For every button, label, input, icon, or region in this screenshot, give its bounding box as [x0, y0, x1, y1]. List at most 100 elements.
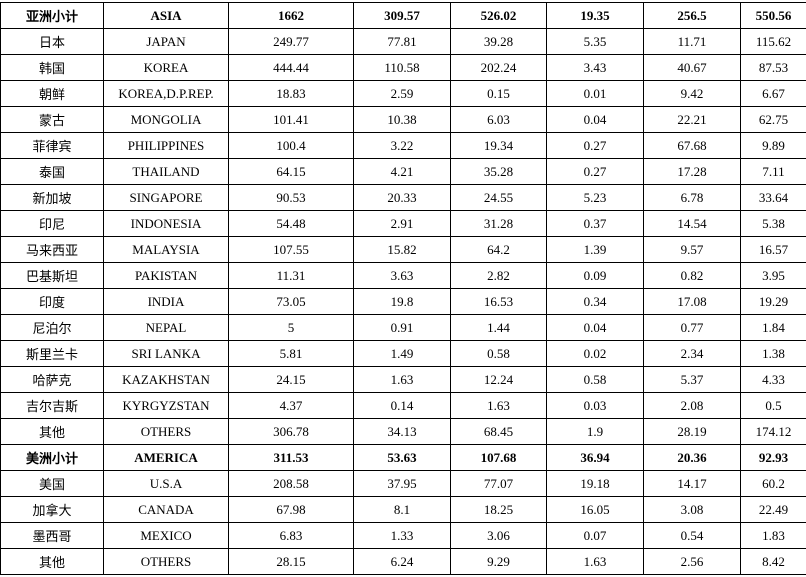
table-cell: 11.71 [643, 28, 741, 55]
table-cell: 4.37 [228, 392, 354, 419]
table-cell: U.S.A [103, 470, 229, 497]
table-cell: 6.83 [228, 522, 354, 549]
table-cell: SRI LANKA [103, 340, 229, 367]
table-cell: 其他 [0, 418, 104, 445]
table-cell: 美洲小计 [0, 444, 104, 471]
table-cell: 4.33 [740, 366, 806, 393]
table-cell: INDONESIA [103, 210, 229, 237]
table-row: 吉尔吉斯 KYRGYZSTAN 4.37 0.14 1.63 0.03 2.08 0.5 [0, 392, 806, 419]
table-cell: 20.33 [353, 184, 451, 211]
table-cell: 87.53 [740, 54, 806, 81]
table-cell: 110.58 [353, 54, 451, 81]
table-cell: MEXICO [103, 522, 229, 549]
table-row: 泰国 THAILAND 64.15 4.21 35.28 0.27 17.28 7.11 [0, 158, 806, 185]
table-cell: 3.06 [450, 522, 547, 549]
table-cell: 107.55 [228, 236, 354, 263]
table-cell: OTHERS [103, 548, 229, 575]
table-row: 加拿大 CANADA 67.98 8.1 18.25 16.05 3.08 22.49 [0, 496, 806, 523]
table-cell: 16.57 [740, 236, 806, 263]
table-cell: 0.04 [546, 314, 644, 341]
table-cell: 67.68 [643, 132, 741, 159]
table-cell: 尼泊尔 [0, 314, 104, 341]
table-cell: 印尼 [0, 210, 104, 237]
table-cell: KOREA,D.P.REP. [103, 80, 229, 107]
table-cell: 5.23 [546, 184, 644, 211]
table-cell: 0.5 [740, 392, 806, 419]
table-row: 印度 INDIA 73.05 19.8 16.53 0.34 17.08 19.29 [0, 288, 806, 315]
table-cell: 8.1 [353, 496, 451, 523]
table-cell: 31.28 [450, 210, 547, 237]
table-cell: 28.19 [643, 418, 741, 445]
table-cell: 5.37 [643, 366, 741, 393]
table-cell: 22.21 [643, 106, 741, 133]
table-cell: 0.58 [546, 366, 644, 393]
table-cell: 33.64 [740, 184, 806, 211]
table-cell: ASIA [103, 2, 229, 29]
table-cell: 加拿大 [0, 496, 104, 523]
table-cell: 2.59 [353, 80, 451, 107]
table-cell: 11.31 [228, 262, 354, 289]
table-cell: 19.29 [740, 288, 806, 315]
table-cell: 1.38 [740, 340, 806, 367]
table-cell: 19.8 [353, 288, 451, 315]
table-cell: 17.08 [643, 288, 741, 315]
table-cell: 1.44 [450, 314, 547, 341]
table-row: 新加坡 SINGAPORE 90.53 20.33 24.55 5.23 6.78 33.64 [0, 184, 806, 211]
table-row: 其他 OTHERS 28.15 6.24 9.29 1.63 2.56 8.42 [0, 548, 806, 575]
table-cell: 73.05 [228, 288, 354, 315]
table-cell: 巴基斯坦 [0, 262, 104, 289]
table-cell: 20.36 [643, 444, 741, 471]
table-cell: 6.78 [643, 184, 741, 211]
table-cell: 14.17 [643, 470, 741, 497]
table-cell: 3.63 [353, 262, 451, 289]
table-cell: 64.15 [228, 158, 354, 185]
table-cell: 0.01 [546, 80, 644, 107]
table-cell: 12.24 [450, 366, 547, 393]
subtotal-row: 亚洲小计 ASIA 1662 309.57 526.02 19.35 256.5 550.56 [0, 2, 806, 29]
subtotal-row: 美洲小计 AMERICA 311.53 53.63 107.68 36.94 20.36 92… [0, 444, 806, 471]
table-cell: 1.63 [353, 366, 451, 393]
table-cell: 3.95 [740, 262, 806, 289]
table-cell: 37.95 [353, 470, 451, 497]
table-cell: 17.28 [643, 158, 741, 185]
table-cell: 9.42 [643, 80, 741, 107]
table-cell: 115.62 [740, 28, 806, 55]
table-cell: 10.38 [353, 106, 451, 133]
table-cell: 0.02 [546, 340, 644, 367]
table-cell: 68.45 [450, 418, 547, 445]
table-cell: PHILIPPINES [103, 132, 229, 159]
table-cell: 0.03 [546, 392, 644, 419]
table-cell: 208.58 [228, 470, 354, 497]
table-row: 印尼 INDONESIA 54.48 2.91 31.28 0.37 14.54 5.38 [0, 210, 806, 237]
table-row: 马来西亚 MALAYSIA 107.55 15.82 64.2 1.39 9.57 16.57 [0, 236, 806, 263]
table-cell: CANADA [103, 496, 229, 523]
table-cell: MONGOLIA [103, 106, 229, 133]
table-cell: 22.49 [740, 496, 806, 523]
table-cell: 6.24 [353, 548, 451, 575]
table-cell: 朝鲜 [0, 80, 104, 107]
table-row: 菲律宾 PHILIPPINES 100.4 3.22 19.34 0.27 67.68 9.8… [0, 132, 806, 159]
table-cell: AMERICA [103, 444, 229, 471]
table-cell: 哈萨克 [0, 366, 104, 393]
table-cell: 5.81 [228, 340, 354, 367]
table-cell: 202.24 [450, 54, 547, 81]
table-cell: 60.2 [740, 470, 806, 497]
table-row: 日本 JAPAN 249.77 77.81 39.28 5.35 11.71 115.62 [0, 28, 806, 55]
table-cell: 14.54 [643, 210, 741, 237]
table-cell: 1.33 [353, 522, 451, 549]
table-cell: 18.83 [228, 80, 354, 107]
table-cell: MALAYSIA [103, 236, 229, 263]
table-row: 墨西哥 MEXICO 6.83 1.33 3.06 0.07 0.54 1.83 [0, 522, 806, 549]
table-cell: 0.14 [353, 392, 451, 419]
table-cell: 0.27 [546, 132, 644, 159]
table-cell: 309.57 [353, 2, 451, 29]
table-cell: 19.34 [450, 132, 547, 159]
table-cell: 0.27 [546, 158, 644, 185]
table-cell: 53.63 [353, 444, 451, 471]
table-cell: 92.93 [740, 444, 806, 471]
table-cell: 美国 [0, 470, 104, 497]
table-cell: 0.34 [546, 288, 644, 315]
table-cell: 306.78 [228, 418, 354, 445]
